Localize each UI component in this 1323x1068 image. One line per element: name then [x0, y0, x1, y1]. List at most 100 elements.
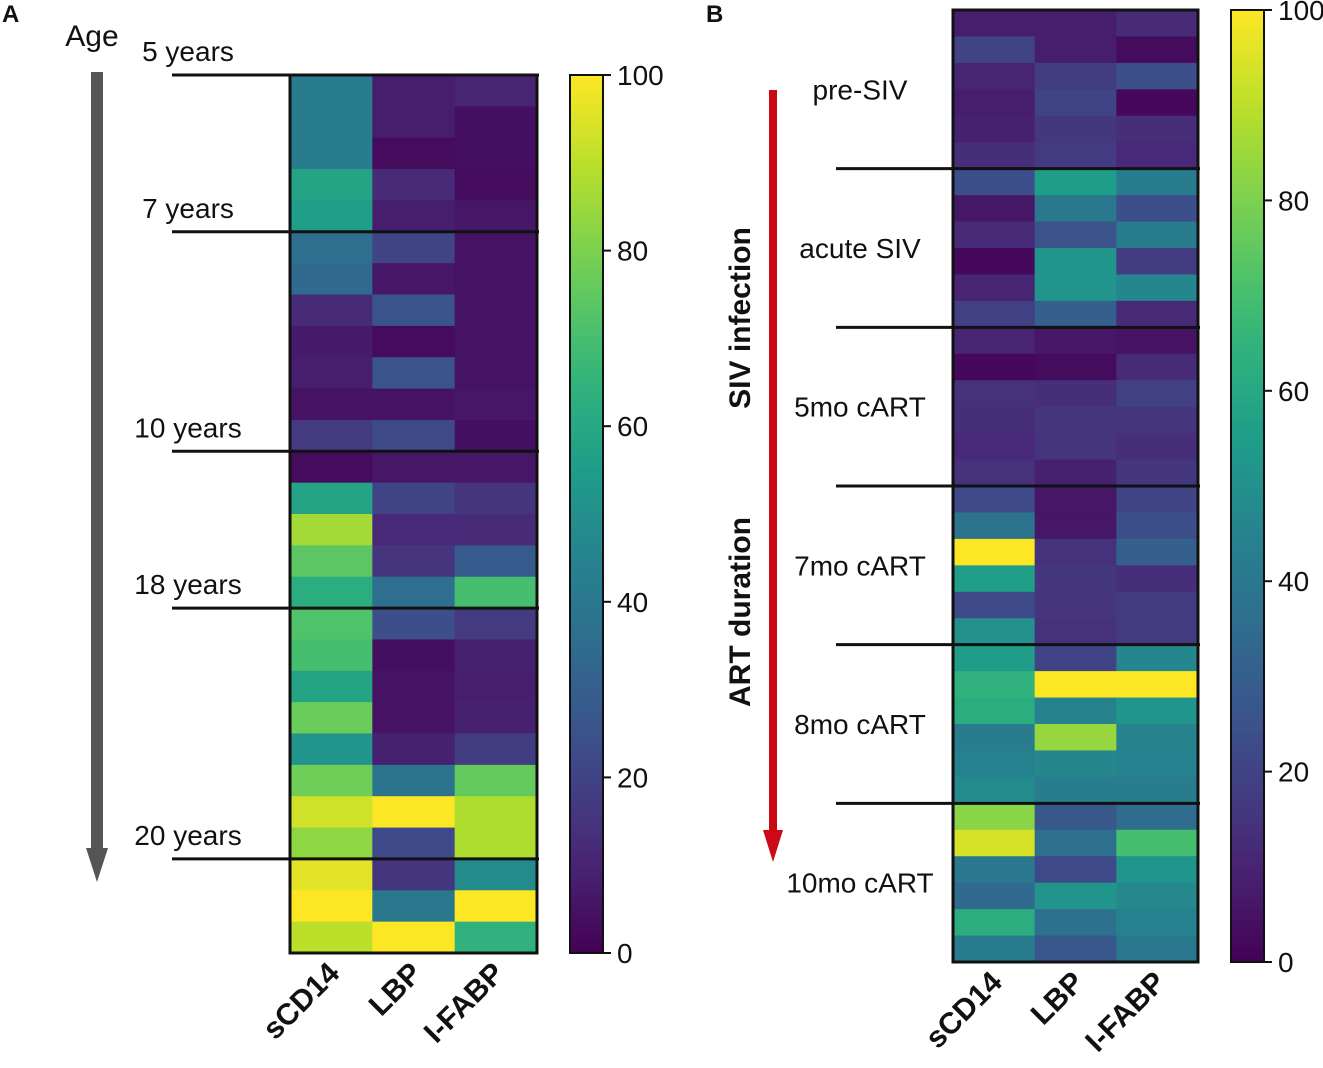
heatmap-cell	[1034, 935, 1117, 963]
heatmap-cell	[454, 890, 538, 923]
heatmap-cell	[1034, 406, 1117, 434]
heatmap-cell	[290, 388, 373, 421]
heatmap-cell	[454, 545, 538, 578]
colorbar	[1230, 9, 1265, 963]
heatmap-cell	[372, 890, 456, 923]
heatmap-cell	[1034, 829, 1117, 857]
heatmap-cell	[290, 325, 373, 358]
heatmap-cell	[372, 169, 456, 202]
heatmap-cell	[454, 137, 538, 170]
heatmap-cell	[454, 733, 538, 766]
heatmap-cell	[290, 75, 373, 107]
group-label: 10mo cART	[786, 868, 933, 899]
column-label: I-FABP	[1079, 966, 1172, 1059]
heatmap-cell	[953, 142, 1036, 170]
colorbar-tick-label: 20	[1278, 757, 1309, 788]
heatmap-cell	[1034, 62, 1117, 90]
heatmap-cell	[1034, 671, 1117, 699]
heatmap-cell	[454, 419, 538, 452]
heatmap-cell	[953, 406, 1036, 434]
heatmap-cell	[372, 325, 456, 358]
heatmap-cell	[1116, 750, 1199, 778]
heatmap-cell	[953, 856, 1036, 884]
heatmap-cell	[953, 168, 1036, 196]
panel-label: A	[2, 1, 19, 28]
heatmap-cell	[1034, 168, 1117, 196]
colorbar-tick-label: 0	[1278, 947, 1294, 978]
heatmap-cell	[372, 357, 456, 390]
heatmap-cell	[1034, 803, 1117, 831]
heatmap-cell	[1034, 512, 1117, 540]
heatmap-cell	[1116, 62, 1199, 90]
colorbar-tick-label: 100	[617, 60, 664, 91]
heatmap-cell	[290, 263, 373, 296]
group-label: 7mo cART	[794, 550, 926, 581]
heatmap-cell	[1116, 274, 1199, 302]
heatmap-cell	[1034, 565, 1117, 593]
column-label: I-FABP	[418, 957, 511, 1050]
heatmap-cell	[953, 459, 1036, 487]
group-label: 18 years	[134, 569, 241, 600]
heatmap-cell	[372, 764, 456, 797]
group-label: 8mo cART	[794, 709, 926, 740]
heatmap-cell	[953, 115, 1036, 143]
heatmap-cell	[953, 221, 1036, 249]
heatmap-cell	[953, 776, 1036, 804]
heatmap-cell	[953, 353, 1036, 381]
heatmap-cell	[1034, 618, 1117, 646]
heatmap-cell	[1034, 380, 1117, 408]
heatmap-cell	[1034, 89, 1117, 117]
heatmap-cell	[1116, 856, 1199, 884]
heatmap-cell	[953, 36, 1036, 64]
heatmap-cell	[1116, 591, 1199, 619]
column-label: sCD14	[919, 965, 1009, 1055]
heatmap-cell	[290, 545, 373, 578]
heatmap-cell	[1116, 538, 1199, 566]
heatmap-cell	[454, 702, 538, 735]
age-arrow-head	[86, 848, 108, 882]
group-label: 5 years	[142, 36, 234, 67]
heatmap-cell	[290, 702, 373, 735]
heatmap-cell	[953, 327, 1036, 355]
heatmap-cell	[290, 231, 373, 264]
heatmap-cell	[290, 890, 373, 923]
colorbar-tick-label: 100	[1278, 0, 1323, 26]
heatmap-cell	[290, 921, 373, 954]
heatmap-cell	[953, 909, 1036, 937]
heatmap-1	[953, 10, 1199, 963]
heatmap-cell	[454, 169, 538, 202]
heatmap-cell	[953, 935, 1036, 963]
column-label: LBP	[363, 957, 429, 1023]
heatmap-cell	[454, 325, 538, 358]
heatmap-cell	[953, 62, 1036, 90]
heatmap-cell	[1116, 803, 1199, 831]
group-label: 20 years	[134, 820, 241, 851]
vertical-label-art-duration: ART duration	[724, 517, 757, 707]
heatmap-cell	[372, 639, 456, 672]
heatmap-cell	[454, 106, 538, 139]
heatmap-cell	[953, 882, 1036, 910]
heatmap-cell	[1034, 856, 1117, 884]
heatmap-0	[290, 75, 538, 954]
colorbar-tick-label: 80	[1278, 185, 1309, 216]
heatmap-cell	[290, 858, 373, 891]
heatmap-cell	[1034, 776, 1117, 804]
time-arrow-head	[763, 830, 783, 862]
colorbar-tick-label: 0	[617, 938, 633, 969]
colorbar-tick-label: 60	[617, 411, 648, 442]
heatmap-cell	[290, 200, 373, 233]
heatmap-cell	[454, 764, 538, 797]
heatmap-cell	[1116, 618, 1199, 646]
heatmap-cell	[1116, 882, 1199, 910]
heatmap-cell	[372, 545, 456, 578]
heatmap-cell	[1116, 36, 1199, 64]
heatmap-cell	[454, 670, 538, 703]
heatmap-cell	[953, 644, 1036, 672]
heatmap-cell	[953, 565, 1036, 593]
heatmap-cell	[454, 451, 538, 484]
heatmap-cell	[372, 419, 456, 452]
heatmap-cell	[1116, 486, 1199, 514]
heatmap-cell	[1116, 935, 1199, 963]
heatmap-cell	[1034, 248, 1117, 276]
